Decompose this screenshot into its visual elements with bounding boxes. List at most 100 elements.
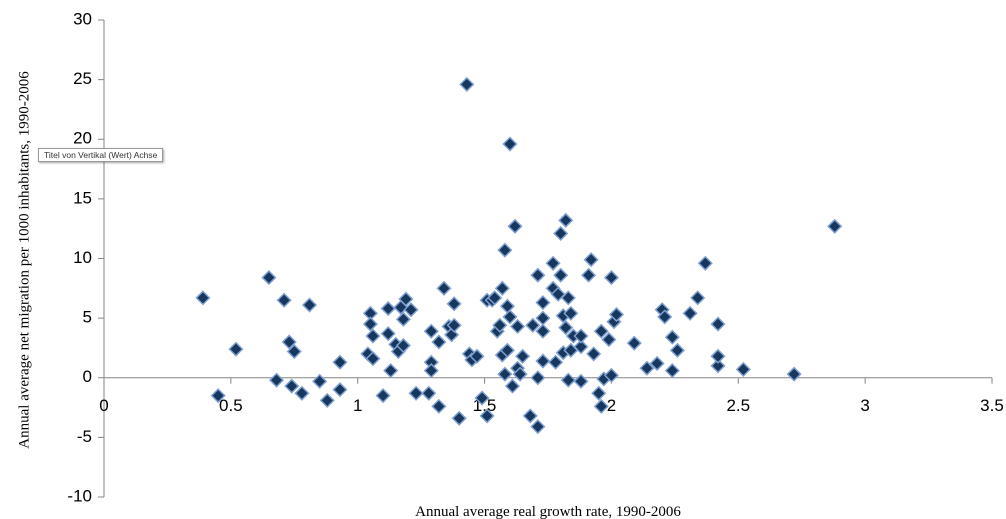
point [530, 267, 546, 283]
point [423, 323, 439, 339]
point [398, 291, 414, 307]
point [669, 342, 685, 358]
y-tick-label: 10 [73, 248, 92, 267]
point [735, 361, 751, 377]
x-tick-label: 2 [607, 396, 616, 415]
point [682, 305, 698, 321]
point [375, 388, 391, 404]
point [710, 348, 726, 364]
point [497, 366, 513, 382]
point [649, 355, 665, 372]
point [558, 320, 574, 336]
point [608, 306, 625, 323]
point [697, 255, 713, 271]
x-tick-label: 0 [99, 396, 108, 415]
point [525, 317, 541, 333]
point [558, 212, 574, 228]
point [446, 317, 462, 333]
point [535, 353, 551, 369]
point [591, 385, 607, 401]
x-tick-label: 3.5 [980, 396, 1004, 415]
point [504, 378, 521, 394]
point [479, 408, 495, 424]
point [502, 136, 518, 152]
tooltip: Titel von Vertikal (Wert) Achse [38, 148, 164, 162]
point [827, 218, 843, 234]
point [436, 280, 452, 296]
y-tick-label: 15 [73, 188, 92, 207]
point [451, 410, 467, 426]
point [535, 295, 551, 311]
x-tick-label: 2.5 [726, 396, 750, 415]
x-tick-label: 0.5 [219, 396, 243, 415]
point [530, 419, 546, 435]
point [593, 323, 609, 339]
point [268, 372, 285, 388]
point [530, 370, 546, 386]
point [573, 339, 589, 355]
point [261, 270, 277, 286]
point [522, 408, 538, 424]
point [332, 354, 348, 370]
x-tick-label: 1 [353, 396, 362, 415]
y-tick-label: 0 [83, 367, 92, 386]
x-axis-title: Annual average real growth rate, 1990-20… [415, 504, 681, 519]
point [573, 328, 589, 344]
point [586, 346, 602, 362]
point [603, 367, 619, 383]
point [444, 327, 460, 343]
point [380, 326, 396, 342]
point [690, 290, 706, 306]
point [657, 309, 673, 325]
point [553, 267, 569, 283]
point [395, 311, 411, 327]
point [535, 323, 551, 339]
point [553, 225, 569, 242]
x-tick-label: 3 [860, 396, 869, 415]
point [545, 255, 561, 271]
point [664, 329, 680, 345]
point [583, 252, 599, 268]
point [499, 298, 515, 314]
point [474, 390, 490, 406]
point [710, 316, 726, 332]
y-tick-label: 5 [83, 308, 92, 327]
point [431, 398, 447, 414]
y-tick-label: 20 [73, 129, 92, 148]
point [423, 363, 439, 379]
y-tick-label: -5 [77, 427, 92, 446]
point [560, 372, 576, 388]
point [362, 316, 378, 332]
y-tick-label: 30 [73, 9, 92, 28]
point [301, 297, 318, 313]
point [515, 348, 531, 364]
point [509, 318, 526, 335]
point [459, 76, 475, 92]
point [499, 342, 515, 358]
y-axis-title: Annual average net migration per 1000 in… [16, 71, 33, 449]
point [319, 392, 335, 408]
point [492, 317, 508, 333]
point [286, 343, 302, 360]
point [383, 363, 399, 379]
point [431, 334, 447, 350]
point [502, 309, 518, 325]
point [507, 218, 523, 234]
point [228, 341, 244, 357]
point [195, 290, 211, 306]
point [380, 301, 396, 317]
point [284, 378, 300, 394]
point [593, 398, 609, 414]
point [581, 267, 597, 283]
point [408, 385, 424, 401]
point [276, 292, 292, 308]
point [786, 366, 802, 382]
point [573, 373, 589, 389]
point [294, 385, 310, 401]
point [639, 360, 655, 376]
point [446, 296, 462, 312]
point [560, 290, 576, 306]
point [403, 302, 419, 318]
